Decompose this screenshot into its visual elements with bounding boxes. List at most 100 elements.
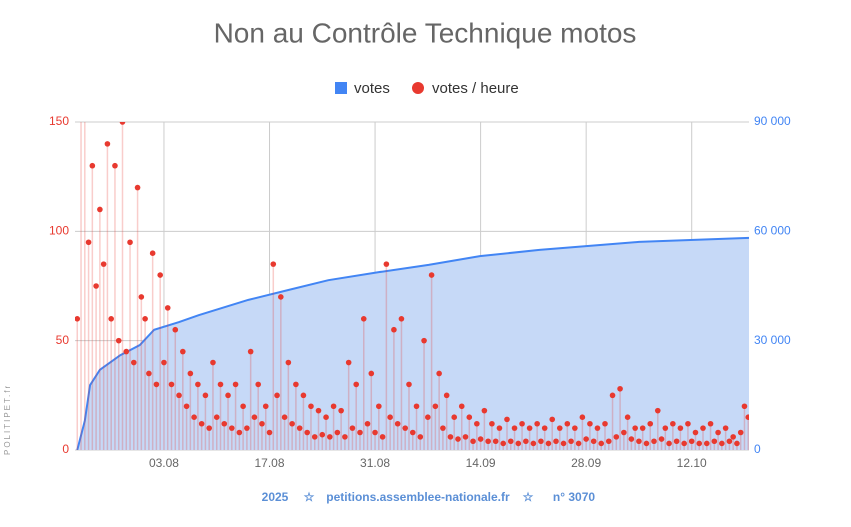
point: [379, 434, 386, 440]
point: [417, 434, 424, 440]
point: [507, 438, 514, 445]
x-tick-label: 28.09: [571, 456, 601, 470]
point: [372, 429, 378, 436]
point: [639, 425, 646, 431]
point: [530, 440, 537, 447]
point: [146, 370, 152, 377]
point: [651, 438, 657, 445]
point: [360, 316, 367, 322]
point: [183, 403, 190, 410]
legend-swatch: [412, 82, 424, 94]
x-tick-label: 17.08: [254, 456, 284, 470]
point: [556, 425, 563, 431]
point: [100, 261, 107, 267]
y-tick-label: 0: [62, 442, 69, 456]
point: [541, 425, 548, 431]
point: [451, 414, 458, 421]
point: [613, 434, 620, 440]
point: [462, 434, 469, 440]
point: [647, 420, 654, 427]
point: [353, 381, 360, 388]
point: [617, 385, 623, 392]
point: [538, 438, 544, 445]
point: [221, 420, 228, 427]
point: [93, 283, 99, 289]
point: [711, 438, 718, 445]
x-tick-label: 12.10: [677, 456, 707, 470]
point: [195, 381, 201, 388]
point: [402, 425, 409, 431]
point: [213, 414, 220, 421]
point: [534, 420, 540, 427]
point: [455, 436, 461, 442]
point: [575, 440, 582, 447]
point: [153, 381, 160, 388]
point: [127, 239, 133, 246]
point: [134, 184, 141, 191]
point: [621, 429, 627, 436]
point: [624, 414, 631, 421]
point: [583, 436, 589, 442]
y2-tick-label: 90 000: [754, 114, 791, 128]
point: [131, 359, 137, 366]
point: [632, 425, 638, 431]
point: [89, 162, 96, 169]
point: [413, 403, 420, 410]
point: [654, 407, 661, 414]
point: [274, 392, 280, 399]
point: [75, 316, 81, 322]
point: [568, 438, 574, 445]
point: [104, 141, 111, 147]
point: [428, 272, 435, 278]
point: [161, 359, 167, 366]
point: [108, 316, 114, 322]
y2-tick-label: 0: [754, 442, 761, 456]
point: [598, 440, 605, 447]
point: [666, 440, 672, 447]
point: [176, 392, 182, 399]
y-tick-label: 150: [49, 114, 69, 128]
point: [247, 348, 254, 355]
point: [338, 407, 344, 414]
footer-text: 2025: [262, 490, 289, 504]
point: [82, 10, 88, 16]
point: [383, 261, 390, 267]
point: [741, 403, 748, 410]
footer-text: ☆: [523, 490, 534, 504]
footer-text: petitions.assemblee-nationale.fr: [326, 490, 510, 504]
point: [579, 414, 586, 421]
point: [210, 359, 216, 366]
legend-swatch: [335, 82, 347, 94]
point: [564, 420, 571, 427]
point: [357, 429, 363, 436]
point: [217, 381, 224, 388]
point: [270, 261, 277, 267]
point: [519, 420, 525, 427]
point: [726, 438, 733, 445]
x-tick-label: 03.08: [149, 456, 179, 470]
point: [172, 326, 179, 333]
point: [334, 429, 341, 436]
point: [229, 425, 235, 431]
point: [376, 403, 382, 410]
point: [481, 407, 488, 414]
point: [198, 420, 205, 427]
point: [115, 337, 122, 344]
point: [123, 348, 130, 355]
point: [394, 420, 401, 427]
point: [658, 436, 665, 442]
point: [149, 250, 156, 256]
point: [730, 434, 736, 440]
point: [157, 272, 163, 278]
point: [466, 414, 473, 421]
point: [180, 348, 186, 355]
point: [432, 403, 439, 410]
point: [300, 392, 307, 399]
point: [323, 414, 329, 421]
point: [266, 429, 273, 436]
point: [425, 414, 431, 421]
point: [692, 429, 699, 436]
point: [293, 381, 299, 388]
point: [458, 403, 465, 410]
point: [202, 392, 209, 399]
